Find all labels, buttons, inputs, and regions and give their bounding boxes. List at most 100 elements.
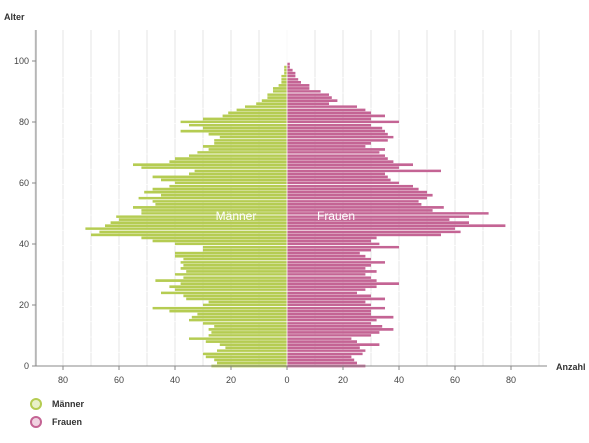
bar-frauen bbox=[287, 123, 371, 127]
bar-frauen bbox=[287, 175, 388, 179]
y-tick-label: 60 bbox=[19, 178, 29, 188]
bar-frauen bbox=[287, 77, 299, 81]
x-tick-label: 60 bbox=[114, 375, 124, 385]
bar-frauen bbox=[287, 114, 385, 118]
y-tick-label: 40 bbox=[19, 239, 29, 249]
bar-maenner bbox=[152, 175, 287, 179]
bar-maenner bbox=[203, 245, 287, 249]
bar-maenner bbox=[161, 178, 287, 182]
bar-frauen bbox=[287, 169, 441, 173]
bar-frauen bbox=[287, 105, 357, 109]
bar-frauen bbox=[287, 264, 371, 267]
bar-frauen bbox=[287, 346, 360, 350]
x-tick-label: 20 bbox=[226, 375, 236, 385]
bar-frauen bbox=[287, 248, 371, 252]
bar-maenner bbox=[214, 142, 287, 145]
bar-maenner bbox=[222, 114, 287, 118]
bar-maenner bbox=[214, 358, 287, 362]
y-tick-label: 0 bbox=[24, 361, 29, 371]
bar-frauen bbox=[287, 132, 388, 136]
bar-frauen bbox=[287, 224, 506, 228]
bar-frauen bbox=[287, 196, 427, 200]
legend: Männer Frauen bbox=[30, 395, 84, 431]
bar-frauen bbox=[287, 254, 366, 258]
bar-maenner bbox=[175, 254, 287, 258]
bar-maenner bbox=[91, 233, 287, 237]
bar-maenner bbox=[219, 135, 287, 139]
bar-frauen bbox=[287, 361, 357, 365]
bar-frauen bbox=[287, 221, 469, 224]
bar-frauen bbox=[287, 352, 363, 356]
bar-maenner bbox=[175, 157, 287, 160]
bar-maenner bbox=[281, 77, 287, 81]
bar-frauen bbox=[287, 93, 329, 96]
bar-frauen bbox=[287, 187, 419, 191]
bar-maenner bbox=[261, 99, 287, 102]
bar-frauen bbox=[287, 340, 357, 343]
bar-frauen bbox=[287, 151, 380, 154]
bar-maenner bbox=[194, 169, 287, 173]
bar-frauen bbox=[287, 157, 388, 160]
bar-maenner bbox=[180, 120, 287, 124]
bar-frauen bbox=[287, 163, 413, 167]
bar-frauen bbox=[287, 215, 469, 218]
bar-frauen bbox=[287, 102, 329, 106]
bar-frauen bbox=[287, 343, 380, 346]
bar-maenner bbox=[208, 328, 287, 331]
bar-maenner bbox=[191, 315, 287, 319]
bar-frauen bbox=[287, 300, 366, 304]
bar-frauen bbox=[287, 260, 385, 264]
bar-frauen bbox=[287, 233, 441, 237]
legend-marker-maenner bbox=[30, 398, 42, 410]
bar-maenner bbox=[169, 160, 287, 163]
bar-maenner bbox=[180, 282, 287, 285]
bar-frauen bbox=[287, 245, 399, 249]
bar-frauen bbox=[287, 294, 371, 298]
bar-maenner bbox=[214, 138, 287, 142]
legend-item-maenner[interactable]: Männer bbox=[30, 395, 84, 413]
bar-frauen bbox=[287, 209, 433, 212]
bar-maenner bbox=[175, 181, 287, 185]
legend-item-frauen[interactable]: Frauen bbox=[30, 413, 84, 431]
bar-frauen bbox=[287, 87, 310, 90]
bar-frauen bbox=[287, 90, 321, 93]
bar-frauen bbox=[287, 111, 371, 115]
bar-maenner bbox=[161, 193, 287, 197]
bar-frauen bbox=[287, 279, 377, 282]
bar-maenner bbox=[284, 65, 287, 69]
bar-frauen bbox=[287, 184, 413, 188]
bar-frauen bbox=[287, 325, 383, 328]
bar-maenner bbox=[133, 163, 287, 167]
bar-maenner bbox=[175, 273, 287, 276]
bar-frauen bbox=[287, 315, 394, 319]
bar-maenner bbox=[141, 166, 287, 170]
bar-frauen bbox=[287, 81, 301, 84]
bar-maenner bbox=[219, 343, 287, 346]
bar-maenner bbox=[161, 291, 287, 295]
bar-maenner bbox=[141, 236, 287, 240]
bar-frauen bbox=[287, 68, 293, 72]
bar-maenner bbox=[203, 248, 287, 252]
bar-maenner bbox=[152, 239, 287, 243]
bar-maenner bbox=[186, 297, 287, 301]
bar-frauen bbox=[287, 303, 371, 307]
bar-frauen bbox=[287, 166, 399, 170]
bar-maenner bbox=[189, 318, 287, 322]
bar-frauen bbox=[287, 96, 332, 99]
x-tick-label: 40 bbox=[394, 375, 404, 385]
series-frauen bbox=[36, 30, 540, 368]
bar-maenner bbox=[180, 260, 287, 264]
bar-frauen bbox=[287, 71, 296, 75]
bar-frauen bbox=[287, 285, 377, 289]
bar-frauen bbox=[287, 242, 380, 246]
bar-maenner bbox=[169, 285, 287, 289]
bar-maenner bbox=[152, 187, 287, 191]
bar-maenner bbox=[273, 90, 287, 93]
legend-marker-frauen bbox=[30, 416, 42, 428]
bar-maenner bbox=[155, 279, 287, 282]
bar-maenner bbox=[99, 230, 288, 234]
bar-maenner bbox=[205, 340, 287, 343]
y-axis: 0 20 40 60 80 100 bbox=[14, 30, 37, 371]
bar-maenner bbox=[273, 87, 287, 90]
bar-maenner bbox=[169, 309, 287, 313]
